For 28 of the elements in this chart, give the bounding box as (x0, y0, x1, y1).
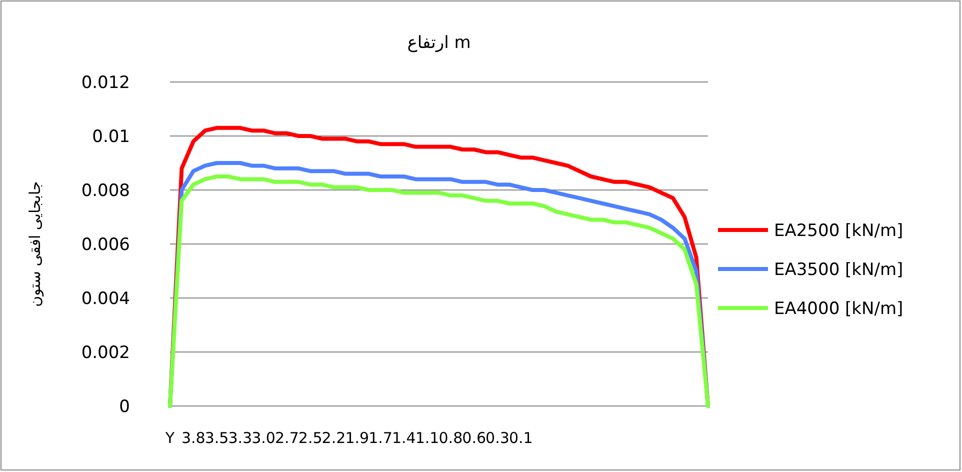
x-tick-label: 0.3 (486, 429, 510, 447)
x-tick-label: 2.2 (322, 429, 346, 447)
y-tick-label: 0.004 (81, 289, 130, 309)
legend-label: EA4000 [kN/m] (774, 299, 904, 319)
x-tick-label: 1.7 (368, 429, 392, 447)
y-tick-label: 0.002 (81, 343, 130, 363)
y-axis-title: جابجایی افقی ستون (26, 181, 44, 307)
x-tick-label: 2.7 (275, 429, 299, 447)
x-tick-label: 0.1 (508, 429, 533, 447)
x-tick-label: 1.4 (392, 429, 416, 447)
y-tick-label: 0.01 (92, 127, 130, 147)
y-tick-label: 0.012 (81, 73, 130, 93)
x-tick-label: 1.1 (415, 429, 440, 447)
x-tick-label: 3.8 (181, 429, 206, 447)
x-tick-label: 3.5 (204, 429, 229, 447)
y-tick-label: 0.006 (81, 235, 130, 255)
legend-label: EA3500 [kN/m] (774, 260, 904, 280)
x-tick-label: 0.6 (462, 429, 486, 447)
x-tick-label: 3.0 (252, 429, 276, 447)
x-tick-label: 2.5 (298, 429, 322, 447)
y-tick-label: 0 (119, 397, 130, 417)
x-tick-label: 3.3 (228, 429, 252, 447)
x-tick-label: 0.8 (438, 429, 463, 447)
chart-title: ارتفاع m (407, 33, 471, 53)
legend-label: EA2500 [kN/m] (774, 221, 904, 241)
y-tick-label: 0.008 (81, 181, 130, 201)
x-tick-label: Y (164, 429, 176, 447)
x-tick-label: 1.9 (345, 429, 370, 447)
